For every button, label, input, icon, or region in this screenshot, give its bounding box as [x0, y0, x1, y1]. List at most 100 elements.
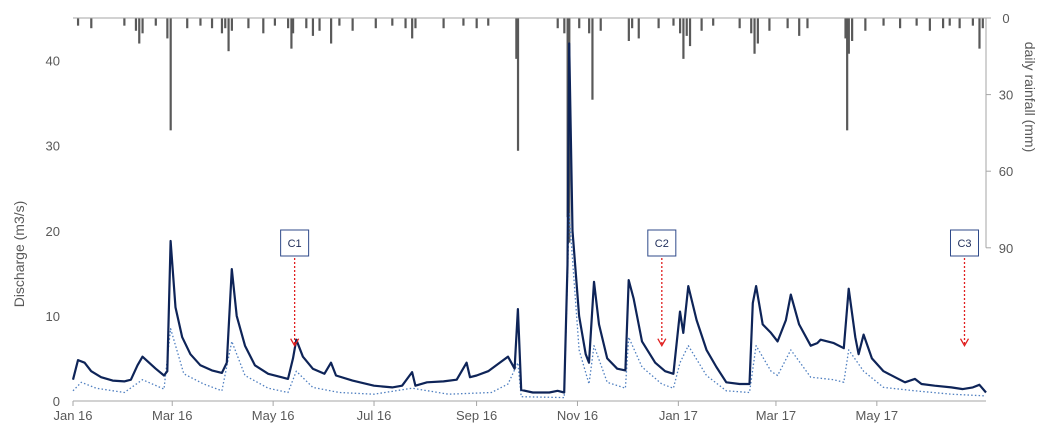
rainfall-bar — [76, 18, 80, 26]
discharge-tick-labels: 0 10 20 30 40 — [46, 54, 60, 409]
rainfall-bar — [391, 18, 394, 26]
rainfall-bar — [948, 18, 951, 26]
rainfall-bar — [688, 18, 692, 47]
rainfall-bar — [756, 18, 759, 44]
rainfall-bar — [230, 18, 233, 31]
rainfall-bars — [76, 18, 984, 243]
discharge-tick-label: 0 — [53, 394, 60, 409]
rainfall-bar — [305, 18, 308, 29]
rainfall-bar — [844, 18, 847, 39]
x-tick-label: Jan 17 — [659, 408, 698, 423]
dotted-discharge-line — [72, 213, 987, 399]
rainfall-bar — [599, 18, 602, 31]
rainfall-bar — [971, 18, 974, 26]
x-tick-label: Nov 16 — [557, 408, 598, 423]
rainfall-bar — [958, 18, 961, 29]
discharge-tick-label: 30 — [46, 139, 60, 154]
rainfall-bar — [462, 18, 465, 26]
rainfall-bar — [291, 18, 295, 34]
x-tick-label: Mar 16 — [152, 408, 192, 423]
rainfall-bar — [898, 18, 902, 29]
rainfall-bar — [847, 18, 850, 54]
rainfall-bar — [627, 18, 630, 41]
rainfall-bar — [981, 18, 984, 29]
rainfall-tick-label: 60 — [999, 164, 1013, 179]
rainfall-tick-label: 0 — [1002, 11, 1009, 26]
solid-discharge-line — [71, 42, 987, 394]
rainfall-bar — [915, 18, 918, 26]
rainfall-bar — [978, 18, 981, 49]
x-tick-labels: Jan 16 Mar 16 May 16 Jul 16 Sep 16 Nov 16 Jan … — [53, 408, 898, 423]
rainfall-bar — [199, 18, 202, 26]
rainfall-bar — [786, 18, 789, 29]
rainfall-bar — [588, 18, 591, 34]
callout-box — [647, 229, 677, 257]
rainfall-bar — [186, 18, 189, 29]
rainfall-bar — [846, 18, 849, 131]
callout-label: C1 — [288, 238, 302, 250]
rainfall-bar — [154, 18, 157, 26]
rainfall-bar — [169, 18, 172, 131]
rainfall-bar — [578, 18, 581, 29]
rainfall-bar — [563, 18, 566, 34]
rainfall-bar — [123, 18, 126, 26]
rainfall-bar — [515, 18, 518, 59]
rainfall-bar — [134, 18, 138, 31]
rainfall-bar — [682, 18, 685, 59]
x-tick-label: Jul 16 — [357, 408, 392, 423]
callout-box — [280, 229, 310, 257]
rainfall-bar — [330, 18, 333, 44]
rainfall-bar — [414, 18, 417, 29]
rainfall-bar — [138, 18, 141, 44]
callout-label: C3 — [957, 238, 971, 250]
rainfall-bar — [411, 18, 414, 39]
rainfall-bar — [851, 18, 854, 41]
rainfall-bar — [750, 18, 753, 34]
rainfall-bar — [351, 18, 354, 31]
rainfall-bar — [227, 18, 230, 52]
rainfall-bar — [224, 18, 227, 29]
rainfall-tick-label: 30 — [999, 88, 1013, 103]
rainfall-bar — [404, 18, 407, 29]
rainfall-bar — [247, 18, 250, 29]
rainfall-bar — [928, 18, 931, 31]
rainfall-bar — [220, 18, 224, 34]
rainfall-bar — [882, 18, 885, 26]
rainfall-axis-title: daily rainfall (mm) — [1022, 42, 1038, 152]
rainfall-bar — [318, 18, 321, 31]
rainfall-bar — [672, 18, 675, 26]
rainfall-bar — [90, 18, 93, 29]
callout-arrow-head — [959, 338, 970, 347]
rainfall-bar — [679, 18, 682, 34]
rainfall-bar — [338, 18, 341, 26]
rainfall-bar — [311, 18, 315, 36]
rainfall-bar — [637, 18, 640, 39]
rainfall-bar — [768, 18, 771, 31]
annotations: C1 C2 C3 — [280, 229, 979, 347]
rainfall-bar — [487, 18, 490, 26]
rainfall-bar — [591, 18, 594, 100]
x-tick-label: Sep 16 — [456, 408, 497, 423]
rainfall-bar — [475, 18, 478, 29]
rainfall-bar — [657, 18, 660, 29]
rainfall-bar — [210, 18, 214, 29]
rainfall-bar — [798, 18, 801, 36]
rainfall-bar — [262, 18, 265, 34]
discharge-series — [71, 42, 987, 399]
callout-label: C2 — [655, 238, 669, 250]
rainfall-bar — [864, 18, 867, 31]
rainfall-bar — [290, 18, 293, 49]
rainfall-bar — [753, 18, 756, 54]
x-tick-label: Mar 17 — [756, 408, 796, 423]
rainfall-bar — [685, 18, 688, 36]
x-tick-label: Jan 16 — [53, 408, 92, 423]
rainfall-bar — [941, 18, 945, 29]
discharge-axis-title: Discharge (m3/s) — [11, 201, 27, 308]
x-tick-label: May 17 — [856, 408, 899, 423]
discharge-tick-label: 20 — [46, 224, 60, 239]
discharge-tick-label: 40 — [46, 54, 60, 69]
rainfall-bar — [738, 18, 741, 29]
rainfall-bar — [516, 18, 520, 151]
rainfall-bar — [442, 18, 445, 29]
